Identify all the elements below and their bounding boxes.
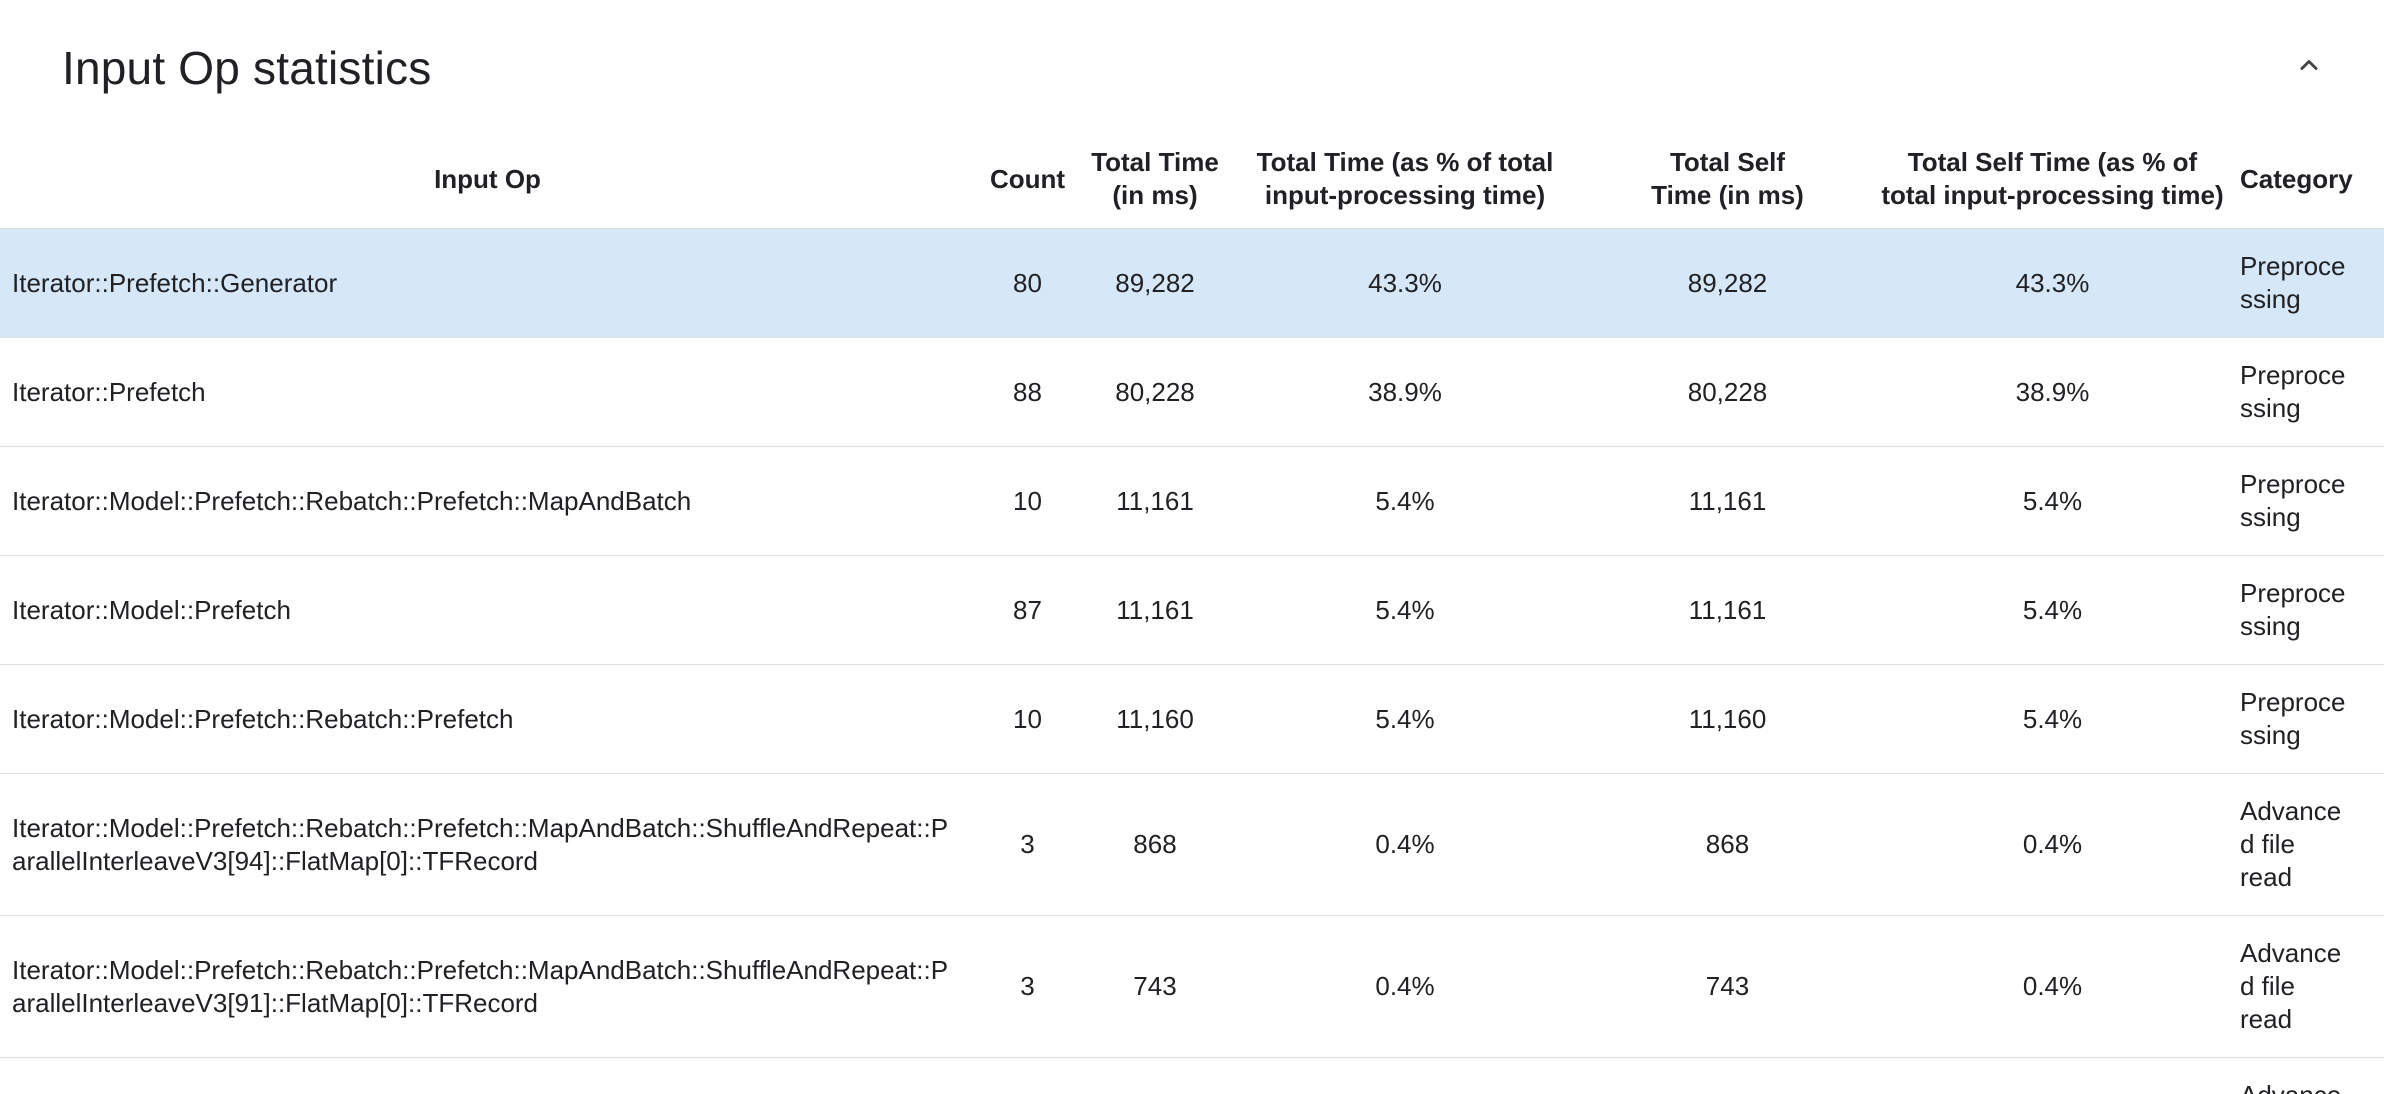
cell-count: 88 <box>1013 376 1042 407</box>
chevron-up-icon <box>2300 60 2318 70</box>
table-header-row: Input Op Count Total Time (in ms) Total Tim… <box>0 130 2384 229</box>
cell-category: Advanced file read <box>2230 1058 2384 1094</box>
cell-count: 3 <box>975 1058 1080 1094</box>
cell-category: Preprocessing <box>2240 360 2346 423</box>
cell-input-op: Iterator::Prefetch <box>12 376 206 407</box>
column-header-label: Input Op <box>434 164 541 195</box>
cell-total-self-time-pct: 0.3% <box>1875 1058 2230 1094</box>
table-row[interactable]: Iterator::Model::Prefetch::Rebatch::Pref… <box>0 915 2384 1058</box>
cell-total-time-pct: 5.4% <box>1375 703 1435 734</box>
cell-total-time-ms: 11,160 <box>1116 703 1194 734</box>
column-header-total-time-as-of-total-input-processing-time[interactable]: Total Time (as % of total input-processi… <box>1230 130 1580 229</box>
column-header-label: Count <box>989 164 1066 195</box>
cell-total-time-pct: 5.4% <box>1375 594 1435 625</box>
table-row[interactable]: Iterator::Model::Prefetch::Rebatch::Pref… <box>0 664 2384 774</box>
cell-total-self-time-ms: 11,161 <box>1688 594 1767 625</box>
column-header-label: Category <box>2240 164 2353 195</box>
cell-total-time-ms: 11,161 <box>1116 485 1194 516</box>
cell-total-self-time-pct: 0.4% <box>2022 971 2083 1001</box>
cell-total-self-time-ms: 89,282 <box>1687 267 1768 298</box>
cell-count: 3 <box>1020 829 1035 859</box>
column-header-label: Total Self Time (as % of total input-pro… <box>1881 147 2224 210</box>
cell-total-time-ms: 89,282 <box>1115 267 1195 298</box>
collapse-section-button[interactable] <box>2286 42 2332 88</box>
column-header-total-self-time-as-of-total-input-processing-time[interactable]: Total Self Time (as % of total input-pro… <box>1875 130 2230 229</box>
cell-count: 3 <box>1020 971 1035 1001</box>
cell-category: Preprocessing <box>2240 578 2346 641</box>
table-row[interactable]: Iterator::Prefetch::Generator 80 89,282 43.… <box>0 228 2384 338</box>
column-header-count[interactable]: Count <box>975 130 1080 229</box>
column-header-total-time-in-ms[interactable]: Total Time (in ms) <box>1080 130 1230 229</box>
cell-category: Advanced file read <box>2240 796 2342 892</box>
cell-count: 10 <box>1013 703 1042 734</box>
cell-category: Preprocessing <box>2240 469 2346 532</box>
section-title: Input Op statistics <box>62 42 432 94</box>
cell-total-self-time-pct: 38.9% <box>2015 376 2090 407</box>
cell-input-op: Iterator::Model::Prefetch::Rebatch::Pref… <box>12 812 949 876</box>
table-row[interactable]: Iterator::Model::Prefetch::Rebatch::Pref… <box>0 446 2384 556</box>
cell-input-op: Iterator::Model::Prefetch <box>12 594 291 625</box>
cell-input-op: Iterator::Model::Prefetch::Rebatch::Pref… <box>0 1058 975 1094</box>
cell-total-time-pct: 0.4% <box>1375 971 1435 1001</box>
cell-count: 80 <box>1013 267 1042 298</box>
cell-total-self-time-ms: 11,160 <box>1688 703 1767 734</box>
cell-total-self-time-ms: 11,161 <box>1688 485 1767 516</box>
table-row[interactable]: Iterator::Model::Prefetch::Rebatch::Pref… <box>0 773 2384 916</box>
cell-input-op: Iterator::Prefetch::Generator <box>12 267 338 298</box>
cell-category: Preprocessing <box>2240 687 2346 750</box>
cell-category: Advanced file read <box>2240 938 2342 1034</box>
cell-total-time-pct: 38.9% <box>1368 376 1442 407</box>
input-op-table: Input Op Count Total Time (in ms) Total Tim… <box>0 130 2384 1094</box>
column-header-label: Total Time (as % of total input-processi… <box>1256 147 1554 210</box>
cell-total-time-ms: 743 <box>1133 971 1177 1001</box>
cell-input-op: Iterator::Model::Prefetch::Rebatch::Pref… <box>12 954 949 1018</box>
cell-total-self-time-ms: 743 <box>1705 971 1750 1001</box>
cell-total-self-time-ms: 521 <box>1580 1058 1875 1094</box>
cell-total-self-time-ms: 868 <box>1705 829 1750 859</box>
table-row[interactable]: Iterator::Model::Prefetch 87 11,161 5.4% 11,… <box>0 555 2384 665</box>
cell-count: 87 <box>1013 594 1042 625</box>
column-header-total-self-time-in-ms[interactable]: Total Self Time (in ms) <box>1580 130 1875 229</box>
cell-total-self-time-pct: 43.3% <box>2015 267 2090 298</box>
cell-total-time-ms: 80,228 <box>1115 376 1195 407</box>
section-header: Input Op statistics <box>0 0 2384 130</box>
cell-total-time-ms: 521 <box>1080 1058 1230 1094</box>
table-row[interactable]: Iterator::Prefetch 88 80,228 38.9% 80,228 38.… <box>0 337 2384 447</box>
cell-total-time-pct: 0.4% <box>1375 829 1435 859</box>
column-header-label: Total Self Time (in ms) <box>1651 147 1804 210</box>
cell-total-time-ms: 11,161 <box>1116 594 1194 625</box>
cell-total-self-time-pct: 5.4% <box>2022 594 2083 625</box>
cell-count: 10 <box>1013 485 1042 516</box>
cell-total-time-pct: 0.3% <box>1230 1058 1580 1094</box>
cell-total-time-pct: 5.4% <box>1375 485 1435 516</box>
column-header-input-op[interactable]: Input Op <box>0 130 975 229</box>
column-header-label: Total Time (in ms) <box>1091 147 1219 210</box>
table-row[interactable]: Iterator::Model::Prefetch::Rebatch::Pref… <box>0 1057 2384 1094</box>
cell-input-op: Iterator::Model::Prefetch::Rebatch::Pref… <box>12 703 514 734</box>
cell-total-self-time-ms: 80,228 <box>1687 376 1768 407</box>
cell-total-self-time-pct: 5.4% <box>2022 485 2083 516</box>
cell-total-self-time-pct: 5.4% <box>2022 703 2083 734</box>
cell-total-time-ms: 868 <box>1133 829 1177 859</box>
column-header-category[interactable]: Category <box>2230 130 2384 229</box>
cell-input-op: Iterator::Model::Prefetch::Rebatch::Pref… <box>12 485 692 516</box>
cell-total-time-pct: 43.3% <box>1368 267 1442 298</box>
cell-category: Preprocessing <box>2240 251 2346 314</box>
cell-total-self-time-pct: 0.4% <box>2022 829 2083 859</box>
